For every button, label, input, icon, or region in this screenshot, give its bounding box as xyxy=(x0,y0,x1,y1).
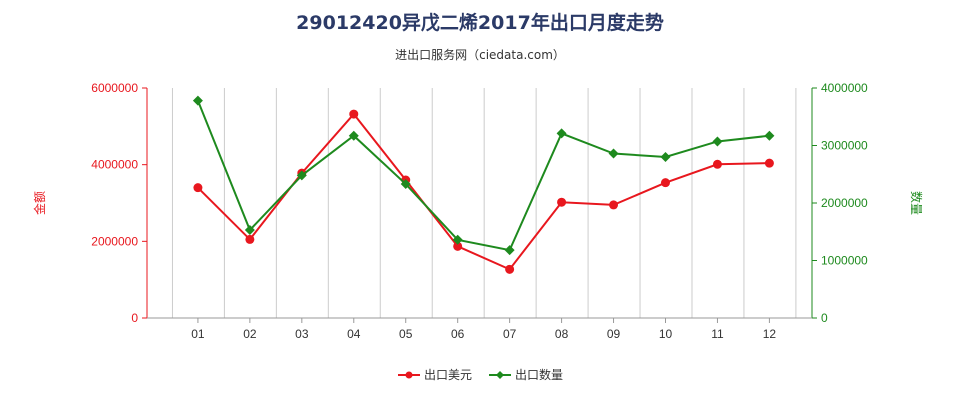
grid-lines xyxy=(171,88,797,318)
data-point-usd xyxy=(660,178,670,188)
data-point-qty xyxy=(660,152,671,162)
data-point-usd xyxy=(609,200,619,210)
x-tick-label: 10 xyxy=(659,327,673,341)
data-point-usd xyxy=(349,109,359,119)
legend-marker-qty xyxy=(496,371,504,379)
series-line-usd xyxy=(197,112,770,271)
axes xyxy=(146,88,813,319)
data-point-usd xyxy=(193,183,203,193)
chart-subtitle: 进出口服务网（ciedata.com） xyxy=(395,48,565,62)
x-tick-label: 05 xyxy=(399,327,413,341)
data-point-qty xyxy=(452,234,463,245)
legend: 出口美元 出口数量 xyxy=(398,367,563,382)
data-point-qty xyxy=(244,225,255,236)
left-tick-label: 6000000 xyxy=(91,81,138,95)
data-point-qty xyxy=(504,245,515,256)
data-point-usd xyxy=(453,241,463,251)
left-tick-label: 0 xyxy=(131,311,138,325)
data-point-qty xyxy=(556,128,567,139)
left-tick-label: 4000000 xyxy=(91,158,138,172)
x-tick-label: 01 xyxy=(191,327,205,341)
right-tick-label: 0 xyxy=(821,311,828,325)
left-tick-label: 2000000 xyxy=(91,234,138,248)
data-point-qty xyxy=(400,179,411,190)
left-axis-ticks: 0 2000000 4000000 6000000 xyxy=(91,81,147,325)
legend-label-qty: 出口数量 xyxy=(515,367,563,382)
data-point-qty xyxy=(608,148,619,159)
x-tick-label: 09 xyxy=(607,327,621,341)
legend-label-usd: 出口美元 xyxy=(424,368,472,382)
right-axis-ticks: 0 1000000 2000000 3000000 4000000 xyxy=(812,81,868,325)
data-point-usd xyxy=(557,197,567,207)
legend-marker-usd xyxy=(405,371,413,379)
data-point-qty xyxy=(348,130,359,141)
data-point-usd xyxy=(245,234,255,244)
x-tick-label: 02 xyxy=(243,327,257,341)
data-point-qty xyxy=(764,130,775,141)
right-axis-title: 数量 xyxy=(909,191,924,215)
x-axis-ticks: 01 02 03 04 05 06 07 08 09 10 11 12 xyxy=(191,318,776,341)
x-tick-label: 04 xyxy=(347,327,361,341)
right-tick-label: 1000000 xyxy=(821,254,868,268)
data-point-usd xyxy=(505,264,515,274)
right-tick-label: 4000000 xyxy=(821,81,868,95)
x-tick-label: 12 xyxy=(763,327,777,341)
series-group xyxy=(192,95,775,274)
x-tick-label: 03 xyxy=(295,327,309,341)
right-tick-label: 3000000 xyxy=(821,139,868,153)
x-tick-label: 11 xyxy=(711,327,724,341)
data-point-usd xyxy=(764,158,774,168)
series-line-qty xyxy=(196,100,770,252)
x-tick-label: 07 xyxy=(503,327,517,341)
data-point-qty xyxy=(296,170,307,181)
data-point-qty xyxy=(712,136,723,147)
data-point-qty xyxy=(192,95,203,106)
data-point-usd xyxy=(712,159,722,169)
chart-title: 29012420异戊二烯2017年出口月度走势 xyxy=(296,12,664,34)
right-tick-label: 2000000 xyxy=(821,196,868,210)
x-tick-label: 06 xyxy=(451,327,465,341)
left-axis-title: 金额 xyxy=(32,191,47,215)
x-tick-label: 08 xyxy=(555,327,569,341)
